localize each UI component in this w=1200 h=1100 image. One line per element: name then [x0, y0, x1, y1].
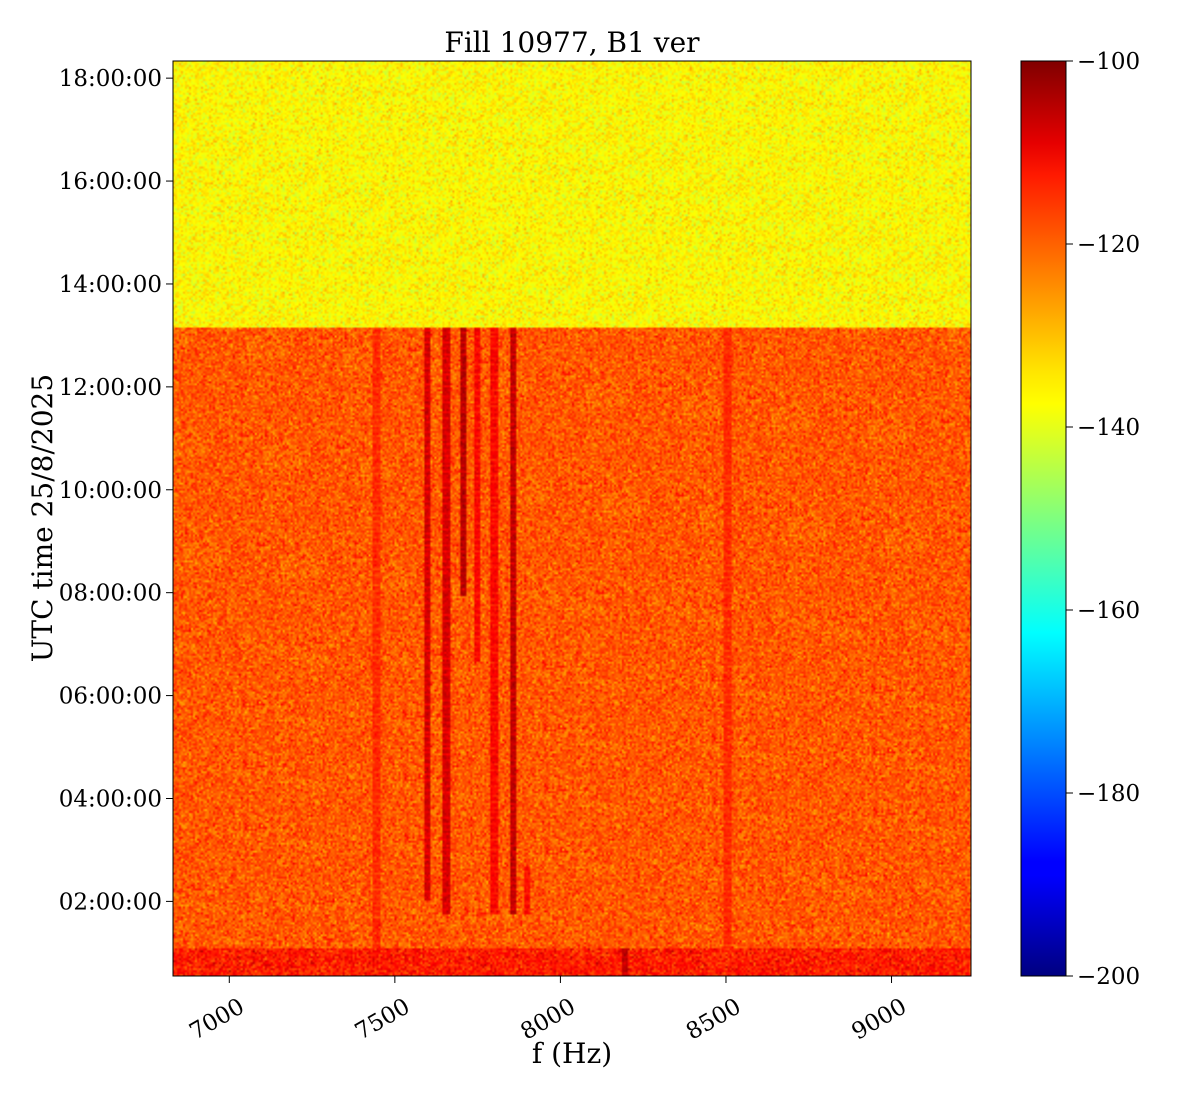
- colorbar-tick-label: −120: [1077, 232, 1140, 258]
- y-tick-label: 10:00:00: [59, 478, 162, 504]
- colorbar-frame: [1020, 60, 1067, 977]
- spectrogram-heatmap: [173, 61, 971, 976]
- colorbar-tick-label: −140: [1077, 415, 1140, 441]
- y-tick-label: 14:00:00: [59, 272, 162, 298]
- plot-frame: [172, 60, 972, 977]
- x-axis: 7000 7500 8000 8500 9000: [185, 976, 911, 1045]
- y-tick-label: 06:00:00: [59, 684, 162, 710]
- y-axis: 02:00:00 04:00:00 06:00:00 08:00:00 10:00:00…: [59, 66, 173, 915]
- x-tick-label: 7500: [351, 994, 415, 1046]
- colorbar-tick-label: −200: [1077, 964, 1140, 990]
- colorbar-tick-label: −160: [1077, 598, 1140, 624]
- colorbar-ticks: −200 −180 −160 −140 −120 −100: [1066, 49, 1140, 990]
- colorbar-gradient: [1021, 61, 1066, 976]
- colorbar-tick-label: −100: [1077, 49, 1140, 75]
- y-tick-label: 18:00:00: [59, 66, 162, 92]
- x-tick-label: 8500: [682, 994, 746, 1046]
- y-tick-label: 16:00:00: [59, 169, 162, 195]
- y-tick-label: 12:00:00: [59, 375, 162, 401]
- chart-title: Fill 10977, B1 ver: [444, 26, 700, 59]
- x-axis-label: f (Hz): [532, 1037, 612, 1070]
- y-axis-label: UTC time 25/8/2025: [26, 374, 59, 662]
- plot-area: [173, 61, 971, 976]
- colorbar-tick-label: −180: [1077, 781, 1140, 807]
- x-tick-label: 7000: [185, 994, 249, 1046]
- x-tick-label: 9000: [847, 994, 911, 1046]
- y-tick-label: 02:00:00: [59, 889, 162, 915]
- y-tick-label: 08:00:00: [59, 581, 162, 607]
- colorbar: −200 −180 −160 −140 −120 −100: [1020, 49, 1140, 990]
- y-tick-label: 04:00:00: [59, 786, 162, 812]
